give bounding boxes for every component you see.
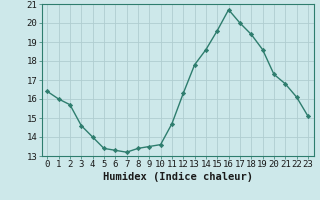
- X-axis label: Humidex (Indice chaleur): Humidex (Indice chaleur): [103, 172, 252, 182]
